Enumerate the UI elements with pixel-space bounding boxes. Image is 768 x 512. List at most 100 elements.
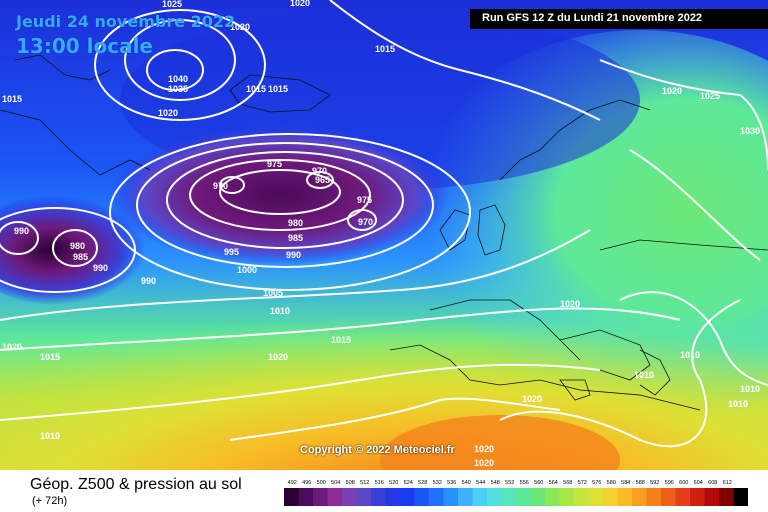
legend-swatch — [632, 488, 647, 506]
isobar-label: 1010 — [740, 384, 760, 394]
isobar-label: 1040 — [168, 74, 188, 84]
isobar-label: 980 — [288, 218, 303, 228]
legend-swatch — [327, 488, 342, 506]
isobar-label: 990 — [93, 263, 108, 273]
legend-tick-label: 552 — [505, 480, 514, 486]
isobar-label: 985 — [288, 233, 303, 243]
isobar-label: 980 — [70, 241, 85, 251]
legend-swatch — [588, 488, 603, 506]
isobar-label: 970 — [358, 217, 373, 227]
map-product-title: Géop. Z500 & pression au sol — [30, 476, 242, 493]
legend-tick-label: 580 — [607, 480, 616, 486]
isobar-lines — [0, 0, 768, 446]
legend-tick-label: 568 — [563, 480, 572, 486]
isobar-label: 1005 — [263, 288, 283, 298]
isobar-label: 1025 — [700, 91, 720, 101]
legend-tick-label: 612 — [723, 480, 732, 486]
legend-swatch — [385, 488, 400, 506]
legend-swatch — [342, 488, 357, 506]
isobar-label: 1030 — [740, 126, 760, 136]
legend-tick-label: 524 — [404, 480, 413, 486]
isobar-label: 990 — [286, 250, 301, 260]
isobar-label: 970 — [213, 181, 228, 191]
isobar-label: 1015 — [246, 84, 266, 94]
geopotential-map: 1025 1020 1020 1040 1035 1015 1020 1015 … — [0, 0, 768, 470]
legend-swatch — [690, 488, 705, 506]
isobar-label: 1020 — [290, 0, 310, 8]
isobar-label: 1020 — [662, 86, 682, 96]
legend-swatch — [458, 488, 473, 506]
legend-swatch — [733, 488, 748, 506]
legend-tick-label: 540 — [462, 480, 471, 486]
isobar-label: 1015 — [331, 335, 351, 345]
isobar-label: 1035 — [168, 84, 188, 94]
isobar-label: 1020 — [560, 299, 580, 309]
legend-tick-label: 556 — [520, 480, 529, 486]
legend-swatch — [356, 488, 371, 506]
legend-tick-label: 608 — [708, 480, 717, 486]
isobar-label: 975 — [357, 195, 372, 205]
isobar-label: 1010 — [728, 399, 748, 409]
isobar-labels: 1025 1020 1020 1040 1035 1015 1020 1015 … — [2, 0, 760, 468]
isobar-label: 1015 — [40, 352, 60, 362]
legend-swatch — [603, 488, 618, 506]
isobar-label: 1020 — [158, 108, 178, 118]
copyright-notice: Copyright © 2022 Meteociel.fr — [300, 444, 455, 456]
legend-tick-label: 532 — [433, 480, 442, 486]
isobar-label: 985 — [73, 252, 88, 262]
legend-tick-label: 560 — [534, 480, 543, 486]
isobar-label: 995 — [224, 247, 239, 257]
run-banner — [470, 9, 768, 29]
legend-swatch — [545, 488, 560, 506]
legend-tick-label: 596 — [665, 480, 674, 486]
legend-swatch — [487, 488, 502, 506]
run-info: Run GFS 12 Z du Lundi 21 novembre 2022 — [482, 12, 703, 24]
legend-swatch — [704, 488, 719, 506]
legend-tick-label: 496 — [302, 480, 311, 486]
isobar-label: 1010 — [40, 431, 60, 441]
legend-tick-label: 516 — [375, 480, 384, 486]
isobar-label: 965 — [315, 175, 330, 185]
forecast-lead-time: (+ 72h) — [32, 495, 68, 507]
isobar-label: 1020 — [474, 444, 494, 454]
legend-tick-label: 564 — [549, 480, 558, 486]
legend-swatch — [559, 488, 574, 506]
legend-tick-label: 528 — [418, 480, 427, 486]
subtropical-ridge — [0, 250, 768, 470]
isobar-label: 1015 — [2, 94, 22, 104]
legend-swatch — [414, 488, 429, 506]
legend-swatch — [371, 488, 386, 506]
isobar-label: 990 — [141, 276, 156, 286]
legend-tick-label: 504 — [331, 480, 340, 486]
isobar-label: 975 — [267, 159, 282, 169]
legend-swatch — [400, 488, 415, 506]
isobar-label: 1015 — [375, 44, 395, 54]
color-scale-legend: 492 496 500 504 508 512 516 520 524 528 532 536 540 5… — [284, 480, 748, 506]
legend-swatch — [675, 488, 690, 506]
legend-tick-label: 592 — [650, 480, 659, 486]
forecast-date: Jeudi 24 novembre 2022 — [16, 12, 236, 31]
legend-swatch — [443, 488, 458, 506]
legend-swatch — [284, 488, 299, 506]
legend-swatch — [646, 488, 661, 506]
isobar-label: 970 — [312, 166, 327, 176]
legend-tick-label: 584 — [621, 480, 630, 486]
isobar-label: 1020 — [522, 394, 542, 404]
isobar-label: 1020 — [474, 458, 494, 468]
legend-swatch — [298, 488, 313, 506]
isobar-label: 1020 — [230, 22, 250, 32]
legend-tick-label: 576 — [592, 480, 601, 486]
legend-tick-label: 572 — [578, 480, 587, 486]
legend-tick-label: 508 — [346, 480, 355, 486]
legend-tick-label: 536 — [447, 480, 456, 486]
legend-swatch — [617, 488, 632, 506]
legend-tick-label: 512 — [360, 480, 369, 486]
legend-tick-label: 548 — [491, 480, 500, 486]
isobar-label: 1010 — [680, 350, 700, 360]
isobar-label: 990 — [14, 226, 29, 236]
legend-swatch — [313, 488, 328, 506]
legend-swatch — [472, 488, 487, 506]
legend-swatch — [719, 488, 734, 506]
legend-tick-label: 604 — [694, 480, 703, 486]
